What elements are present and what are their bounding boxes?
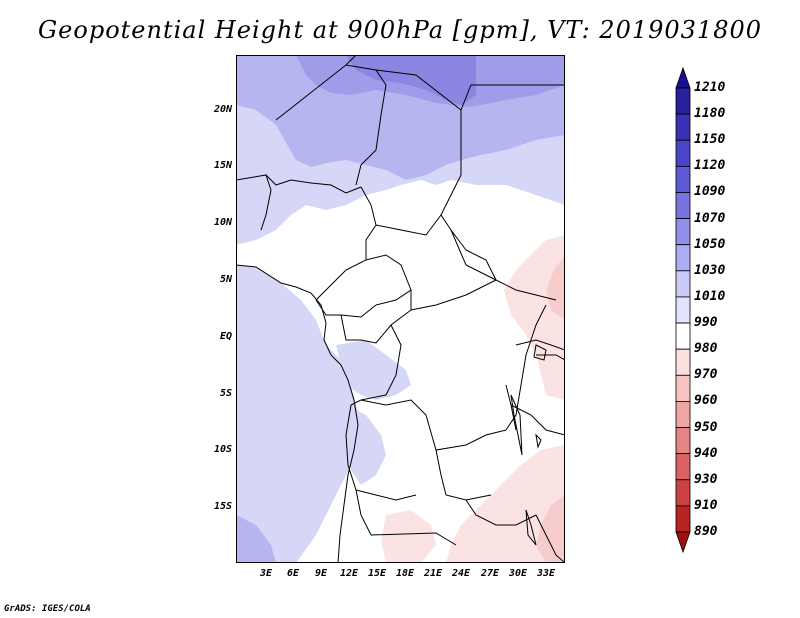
colorbar-segment <box>675 531 691 554</box>
colorbar-segment <box>675 113 691 141</box>
lon-label: 3E <box>259 568 273 579</box>
colorbar-label: 990 <box>694 315 718 331</box>
lon-label: 21E <box>423 568 443 579</box>
lat-label: 5S <box>219 388 232 399</box>
lakes <box>510 344 547 546</box>
field-1010-congo-west <box>336 340 411 400</box>
colorbar-segment <box>675 165 691 193</box>
lon-label: 9E <box>314 568 328 579</box>
colorbar-label: 1010 <box>694 288 726 304</box>
colorbar-label: 960 <box>694 393 718 409</box>
lat-label: 10S <box>213 444 232 455</box>
colorbar-label: 910 <box>694 497 718 513</box>
colorbar-svg <box>675 66 691 554</box>
colorbar-segment <box>675 296 691 324</box>
lon-label: 18E <box>395 568 415 579</box>
colorbar-segment <box>675 427 691 455</box>
field-1010-atlantic <box>236 265 366 563</box>
colorbar-label: 1150 <box>694 132 726 148</box>
colorbar-label: 1090 <box>694 184 726 200</box>
colorbar-segment <box>675 505 691 533</box>
country-borders <box>236 55 565 563</box>
colorbar-label: 1180 <box>694 106 726 122</box>
colorbar-segment <box>675 244 691 272</box>
colorbar-label: 930 <box>694 471 718 487</box>
map-plot-area <box>236 55 565 563</box>
colorbar-segment <box>675 66 691 89</box>
colorbar-segment <box>675 270 691 298</box>
field-1010-angola <box>346 405 386 485</box>
map-svg <box>236 55 565 563</box>
colorbar-label: 1120 <box>694 158 726 174</box>
field-1030-southwest <box>236 515 276 563</box>
colorbar-segment <box>675 348 691 376</box>
footer-credit: GrADS: IGES/COLA <box>4 604 91 614</box>
colorbar-label: 1050 <box>694 236 726 252</box>
field-980-southeast <box>536 495 565 563</box>
lon-label: 15E <box>367 568 387 579</box>
colorbar-segment <box>675 453 691 481</box>
lat-label: EQ <box>219 331 232 342</box>
lat-label: 5N <box>219 274 232 285</box>
map-frame <box>236 55 565 563</box>
lon-label: 12E <box>339 568 359 579</box>
field-1070-north <box>346 55 476 105</box>
field-990-east <box>504 235 565 400</box>
colorbar-label: 1210 <box>694 80 726 95</box>
colorbar-label: 1070 <box>694 210 726 226</box>
lon-label: 6E <box>286 568 300 579</box>
colorbar-label: 940 <box>694 445 718 461</box>
chart-title: Geopotential Height at 900hPa [gpm], VT:… <box>38 16 762 44</box>
lat-label: 20N <box>213 104 232 115</box>
colorbar-label: 890 <box>694 524 718 539</box>
field-990-south <box>381 510 436 563</box>
colorbar-segment <box>675 322 691 350</box>
colorbar-segment <box>675 87 691 115</box>
lon-label: 33E <box>536 568 556 579</box>
colorbar-segment <box>675 374 691 402</box>
lon-label: 30E <box>508 568 528 579</box>
colorbar <box>668 60 788 560</box>
field-980-east <box>546 255 565 320</box>
colorbar-label: 980 <box>694 341 718 357</box>
colorbar-segment <box>675 192 691 219</box>
field-990-southeast <box>446 445 565 563</box>
colorbar-label: 970 <box>694 367 718 383</box>
colorbar-segment <box>675 139 691 167</box>
lat-label: 15S <box>213 501 232 512</box>
lat-label: 10N <box>213 217 232 228</box>
lon-label: 27E <box>480 568 500 579</box>
colorbar-segment <box>675 401 691 428</box>
colorbar-label: 950 <box>694 419 718 435</box>
lon-label: 24E <box>451 568 471 579</box>
colorbar-label: 1030 <box>694 262 726 278</box>
lat-label: 15N <box>213 160 232 171</box>
colorbar-segment <box>675 218 691 246</box>
colorbar-segment <box>675 479 691 507</box>
coastline <box>236 264 359 563</box>
